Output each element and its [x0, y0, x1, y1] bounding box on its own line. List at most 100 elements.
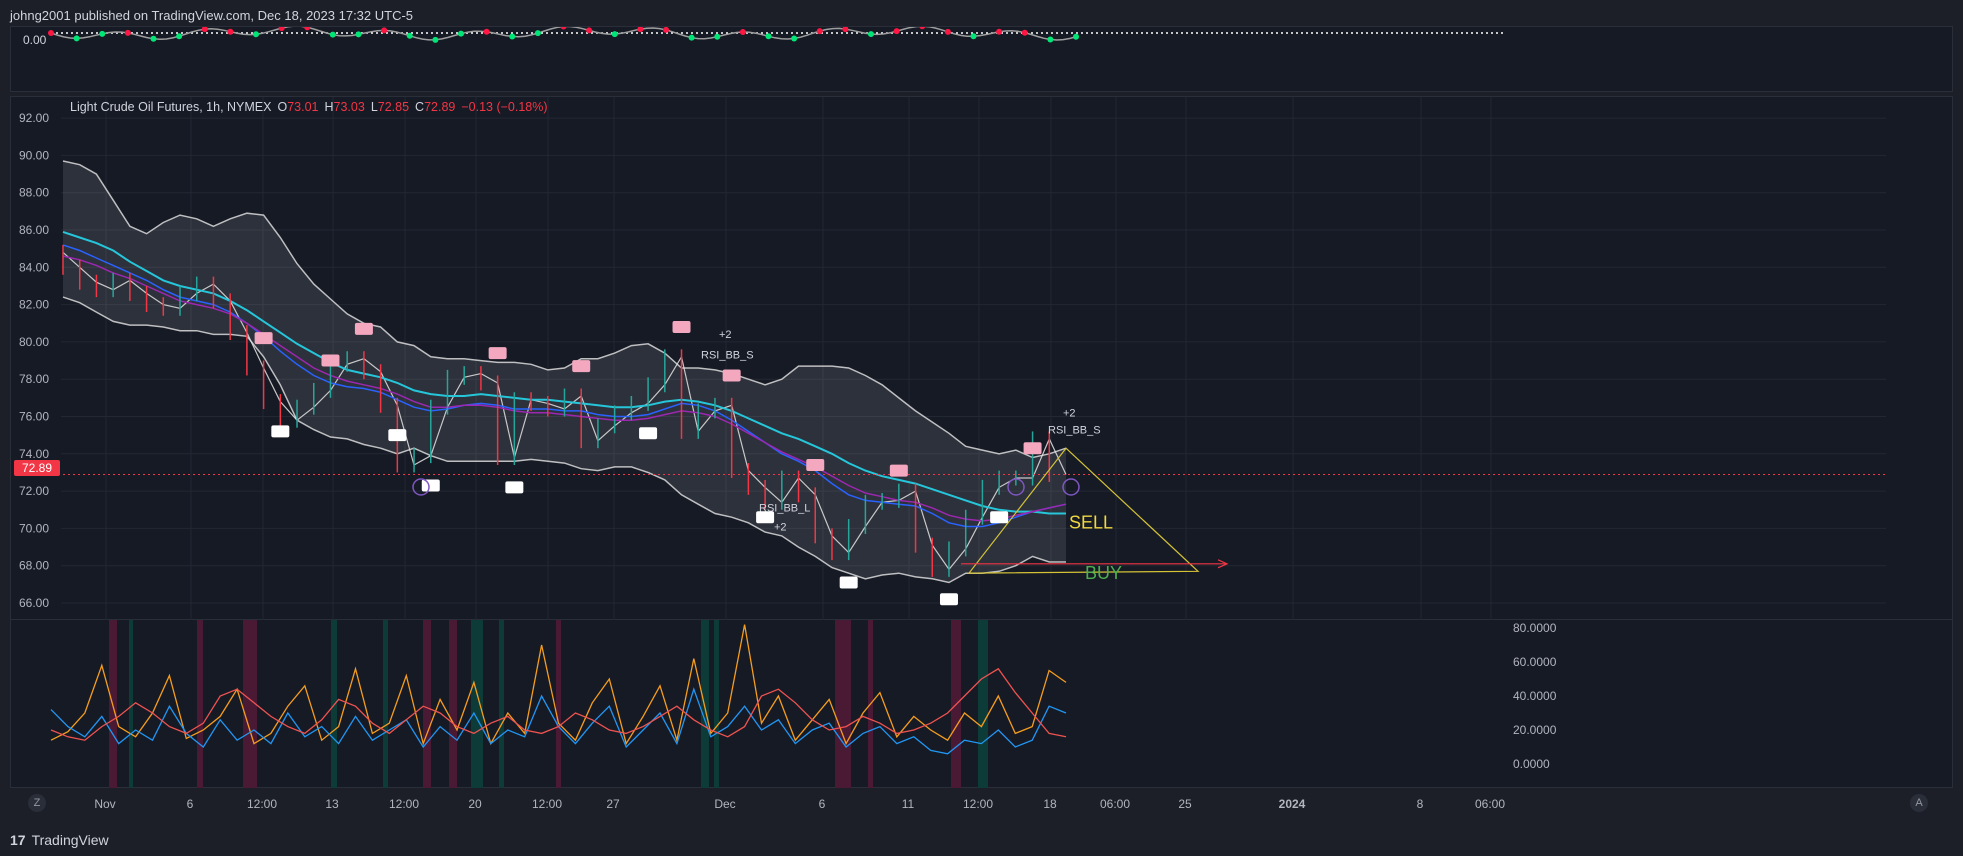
footer: 17 TradingView	[10, 830, 109, 850]
rsi-panel[interactable]: 80.0000 60.0000 40.0000 20.0000 0.0000	[10, 620, 1953, 788]
x-tick-label: 12:00	[963, 797, 993, 811]
y-tick-label: 70.00	[19, 521, 49, 535]
footer-brand: TradingView	[31, 832, 109, 848]
oscillator-dot	[1047, 36, 1054, 43]
signal-zone	[197, 620, 203, 788]
signal-zone	[835, 620, 851, 788]
symbol-legend: Light Crude Oil Futures, 1h, NYMEX O73.0…	[70, 100, 548, 114]
oscillator-dot	[842, 27, 849, 33]
signal-zone	[701, 620, 709, 788]
oscillator-dot	[663, 27, 669, 33]
x-tick-label: 6	[187, 797, 194, 811]
swing-high-marker	[488, 347, 507, 360]
oscillator-dot	[227, 28, 234, 35]
high-value: 73.03	[333, 100, 365, 114]
x-tick-label: Dec	[714, 797, 735, 811]
swing-low-marker	[990, 511, 1009, 524]
oscillator-dot	[688, 34, 695, 41]
signal-zone	[449, 620, 457, 788]
x-tick-label: 12:00	[247, 797, 277, 811]
y-tick-label: 92.00	[19, 111, 49, 125]
bollinger-band-fill	[63, 161, 1066, 583]
oscillator-dot	[816, 28, 823, 35]
oscillator-dot	[201, 27, 208, 33]
swing-high-marker	[321, 354, 340, 367]
swing-high-marker	[572, 360, 591, 373]
publish-bar: johng2001 published on TradingView.com, …	[0, 0, 1963, 26]
oscillator-dot	[970, 33, 977, 40]
x-tick-label: 06:00	[1475, 797, 1505, 811]
x-tick-label: 12:00	[532, 797, 562, 811]
x-tick-label: 18	[1043, 797, 1057, 811]
swing-high-marker	[254, 332, 273, 345]
rsi-bb-s-label: RSI_BB_S	[1048, 424, 1101, 436]
open-label: O	[277, 100, 288, 114]
rsi-chart[interactable]: 80.0000 60.0000 40.0000 20.0000 0.0000	[11, 620, 1954, 788]
time-axis-labels: Nov 6 12:00 13 12:00 20 12:00 27 Dec 6 11 12:00 18 06…	[94, 797, 1505, 811]
price-chart[interactable]: 92.00 90.00 88.00 86.00 84.00 82.00 80.00 78.00…	[11, 97, 1954, 621]
y-tick-label: 76.00	[19, 410, 49, 424]
oscillator-dot	[329, 31, 336, 38]
oscillator-dot	[381, 27, 388, 34]
y-tick-label: 68.00	[19, 559, 49, 573]
oscillator-dot	[278, 27, 285, 32]
oscillator-dot	[99, 30, 106, 37]
oscillator-dot	[611, 31, 618, 38]
auto-scale-a-button[interactable]: A	[1910, 794, 1928, 812]
y-tick-label: 82.00	[19, 298, 49, 312]
signal-zone	[471, 620, 483, 788]
open-value: 73.01	[287, 100, 319, 114]
y-tick-label: 80.00	[19, 335, 49, 349]
oscillator-dot	[586, 27, 593, 34]
oscillator-dot	[176, 33, 183, 40]
swing-low-marker	[421, 479, 440, 492]
rsi-bb-s-label: RSI_BB_S	[701, 350, 754, 362]
oscillator-dot	[714, 33, 721, 40]
price-panel[interactable]: 92.00 90.00 88.00 86.00 84.00 82.00 80.00 78.00…	[10, 96, 1954, 621]
y-tick-label: 40.0000	[1513, 689, 1557, 703]
oscillator-dot	[791, 35, 798, 42]
y-tick-label: 84.00	[19, 260, 49, 274]
oscillator-dot	[48, 30, 54, 36]
oscillator-zero-label: 0.00	[23, 33, 47, 47]
oscillator-dot	[560, 27, 567, 30]
last-price-tag: 72.89	[14, 460, 60, 476]
target-arrow-head	[1217, 559, 1229, 569]
oscillator-dot	[893, 28, 900, 35]
oscillator-dot	[944, 28, 951, 35]
rsi-red-line	[50, 667, 1067, 741]
x-tick-label: 6	[819, 797, 826, 811]
oscillator-dot	[73, 35, 80, 42]
oscillator-line	[50, 27, 1077, 41]
oscillator-chart: 0.00	[23, 27, 1506, 47]
x-tick-label: Nov	[94, 797, 115, 811]
y-tick-label: 0.0000	[1513, 757, 1550, 771]
event-arrow-icon	[412, 478, 430, 496]
change-value: −0.13 (−0.18%)	[461, 100, 548, 114]
event-arrow-icon	[1007, 478, 1025, 496]
triangle-pattern	[967, 447, 1200, 574]
y-tick-label: 78.00	[19, 372, 49, 386]
y-tick-label: 86.00	[19, 223, 49, 237]
signal-zone	[129, 620, 133, 788]
x-tick-label: 12:00	[389, 797, 419, 811]
y-tick-label: 66.00	[19, 596, 49, 610]
oscillator-dot	[150, 35, 157, 42]
x-tick-label: 25	[1178, 797, 1192, 811]
rsi-orange-line	[50, 624, 1067, 746]
x-tick-label: 8	[1417, 797, 1424, 811]
publisher-text: johng2001 published on TradingView.com, …	[10, 8, 414, 23]
oscillator-dot	[406, 32, 413, 39]
oscillator-dot	[765, 33, 772, 40]
time-axis[interactable]: Nov 6 12:00 13 12:00 20 12:00 27 Dec 6 11 12:00 18 06…	[10, 788, 1953, 818]
oscillator-dot	[868, 31, 874, 38]
oscillator-dot	[253, 31, 259, 38]
signal-zone	[499, 620, 504, 788]
oscillator-dot	[432, 36, 439, 43]
x-tick-label: 06:00	[1100, 797, 1130, 811]
signal-zone	[556, 620, 561, 788]
y-tick-label: 20.0000	[1513, 723, 1557, 737]
swing-low-marker	[756, 511, 775, 524]
auto-scale-z-button[interactable]: Z	[28, 794, 46, 812]
symbol-name: Light Crude Oil Futures, 1h, NYMEX	[70, 100, 272, 114]
